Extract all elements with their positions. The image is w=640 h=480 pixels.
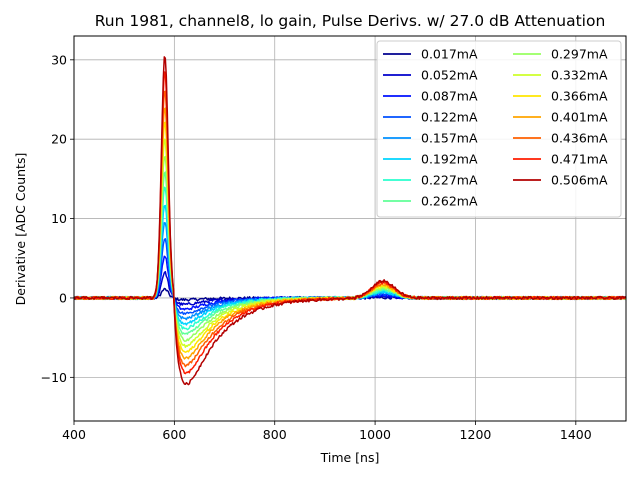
legend-label: 0.017mA	[421, 47, 478, 62]
chart-title: Run 1981, channel8, lo gain, Pulse Deriv…	[95, 12, 606, 30]
y-tick-label: −10	[41, 370, 67, 385]
legend-label: 0.262mA	[421, 194, 478, 209]
x-tick-label: 1400	[560, 427, 592, 442]
y-tick-label: 20	[51, 132, 67, 147]
legend-label: 0.366mA	[551, 89, 608, 104]
legend-label: 0.401mA	[551, 110, 608, 125]
x-tick-label: 600	[162, 427, 186, 442]
legend-label: 0.297mA	[551, 47, 608, 62]
legend-label: 0.227mA	[421, 173, 478, 188]
legend-label: 0.122mA	[421, 110, 478, 125]
x-tick-label: 1000	[359, 427, 391, 442]
x-tick-label: 1200	[460, 427, 492, 442]
series-lines	[73, 56, 627, 386]
legend-label: 0.436mA	[551, 131, 608, 146]
y-tick-label: 10	[51, 211, 67, 226]
y-tick-label: 30	[51, 52, 67, 67]
legend-label: 0.192mA	[421, 152, 478, 167]
legend-label: 0.506mA	[551, 173, 608, 188]
y-axis-label: Derivative [ADC Counts]	[13, 153, 28, 306]
legend-label: 0.157mA	[421, 131, 478, 146]
x-tick-label: 800	[263, 427, 287, 442]
plot-frame	[73, 35, 627, 422]
legend-label: 0.471mA	[551, 152, 608, 167]
x-tick-label: 400	[62, 427, 86, 442]
legend-label: 0.087mA	[421, 89, 478, 104]
ticks: 400 600 800 1000 1200 1400 −10 0 10 20 30	[41, 52, 592, 442]
series-line	[73, 56, 627, 386]
y-tick-label: 0	[59, 290, 67, 305]
legend-label: 0.332mA	[551, 68, 608, 83]
x-axis-label: Time [ns]	[320, 450, 380, 465]
legend-label: 0.052mA	[421, 68, 478, 83]
legend: 0.017mA 0.052mA 0.087mA 0.122mA 0.157mA 0.192…	[376, 40, 622, 218]
legend-box	[376, 40, 622, 218]
